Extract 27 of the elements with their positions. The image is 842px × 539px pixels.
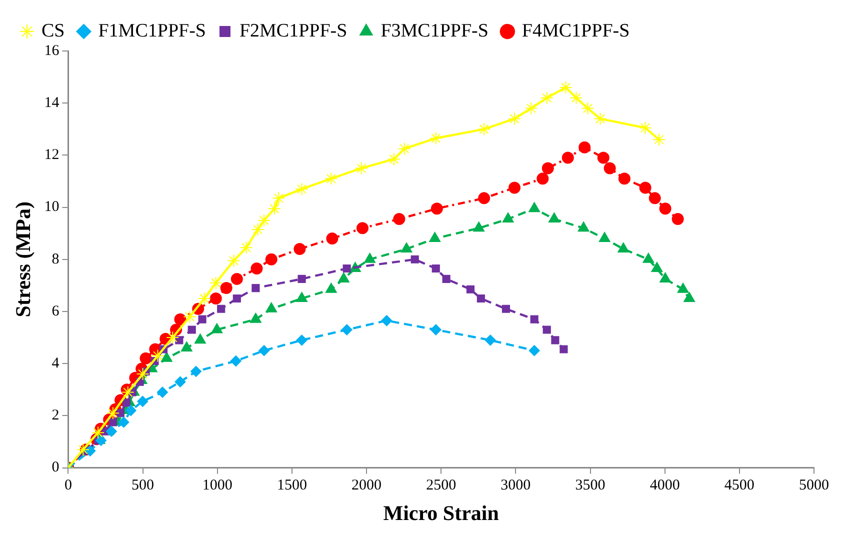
- legend-label: F1MC1PPF-S: [98, 20, 206, 42]
- x-tick-label: 4500: [724, 478, 754, 494]
- x-tick-label: 2000: [352, 478, 382, 494]
- y-tick-label: 12: [44, 147, 60, 164]
- y-tick-label: 2: [52, 408, 60, 424]
- x-tick-label: 1500: [276, 478, 307, 494]
- x-tick-label: 1000: [202, 478, 232, 494]
- y-tick-label: 6: [52, 303, 60, 320]
- legend-label: CS: [42, 20, 65, 42]
- x-tick-label: 3000: [500, 478, 531, 494]
- x-tick-label: 4000: [650, 478, 680, 494]
- legend-label: F4MC1PPF-S: [522, 20, 630, 42]
- y-tick-label: 4: [52, 356, 60, 372]
- y-tick-label: 14: [44, 95, 60, 112]
- x-tick-label: 500: [132, 478, 154, 494]
- x-tick-label: 5000: [799, 478, 829, 494]
- x-tick-label: 2500: [426, 478, 456, 494]
- legend-label: F3MC1PPF-S: [380, 20, 488, 42]
- y-tick-label: 10: [44, 199, 60, 216]
- x-tick-label: 0: [64, 478, 72, 494]
- y-axis-title: Stress (MPa): [11, 202, 36, 318]
- y-tick-label: 16: [44, 42, 60, 59]
- y-tick-label: 0: [52, 460, 60, 476]
- x-tick-label: 3500: [575, 478, 606, 494]
- x-axis-title: Micro Strain: [383, 500, 500, 525]
- legend-label: F2MC1PPF-S: [239, 20, 348, 42]
- y-tick-label: 8: [52, 251, 60, 268]
